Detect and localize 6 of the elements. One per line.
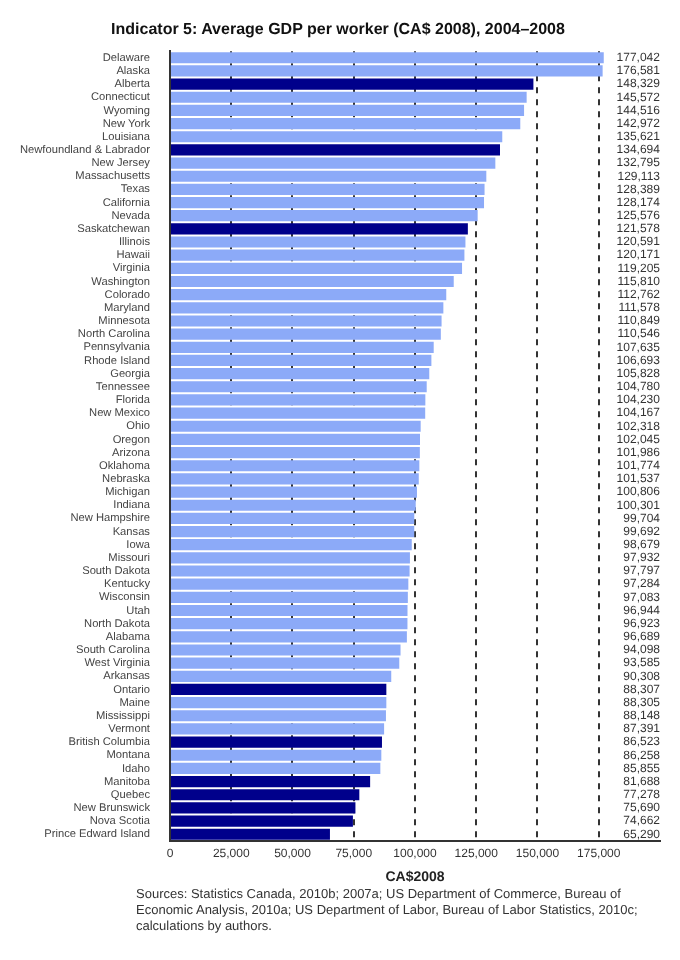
bar: [170, 736, 382, 748]
bar: [170, 223, 468, 235]
bar: [170, 683, 387, 696]
bar: [170, 78, 534, 90]
bar: [170, 144, 500, 156]
chart-title: Indicator 5: Average GDP per worker (CA$ 2008), 2004–2008: [111, 20, 567, 39]
